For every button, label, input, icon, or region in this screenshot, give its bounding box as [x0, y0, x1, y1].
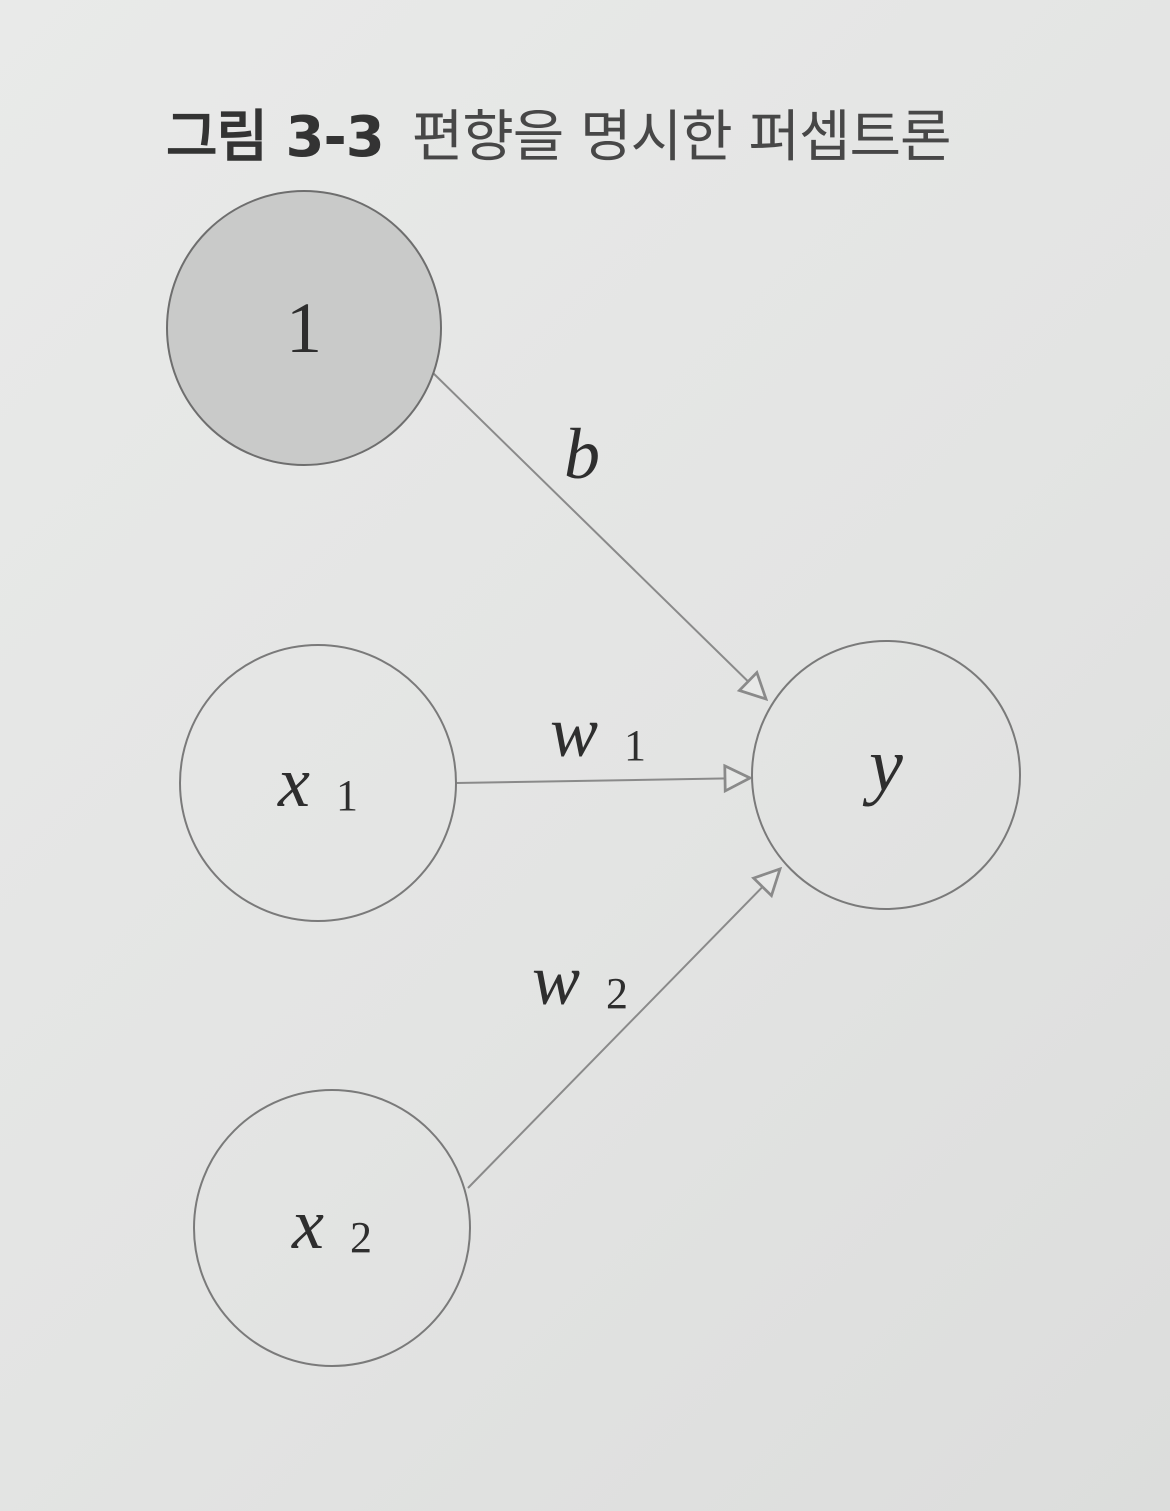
x2-var: x: [291, 1184, 324, 1264]
w2-subscript: 2: [606, 969, 628, 1018]
x1-node-label: x 1: [277, 742, 358, 822]
edge-bias-to-y: [429, 369, 766, 699]
figure-caption: 그림 3-3 편향을 명시한 퍼셉트론: [166, 92, 952, 173]
bias-weight-label: b: [564, 414, 600, 494]
figure-number: 그림 3-3: [166, 105, 385, 170]
w1-subscript: 1: [624, 721, 646, 770]
w1-var: w: [550, 692, 598, 772]
w1-weight-label: w 1: [550, 692, 646, 772]
w2-weight-label: w 2: [532, 940, 628, 1020]
x2-node-label: x 2: [291, 1184, 372, 1264]
output-node-y: [751, 640, 1021, 910]
edge-x1-to-y: [455, 778, 750, 783]
input-node-x1: [179, 644, 457, 922]
edge-x2-to-y: [467, 869, 780, 1189]
x1-subscript: 1: [336, 771, 358, 820]
figure-title: 편향을 명시한 퍼셉트론: [411, 105, 952, 170]
x2-subscript: 2: [350, 1213, 372, 1262]
x1-var: x: [277, 742, 310, 822]
input-node-x2: [193, 1089, 471, 1367]
bias-node-label: 1: [286, 288, 322, 368]
w2-var: w: [532, 940, 580, 1020]
bias-node: [166, 190, 442, 466]
y-node-label: y: [862, 723, 903, 807]
